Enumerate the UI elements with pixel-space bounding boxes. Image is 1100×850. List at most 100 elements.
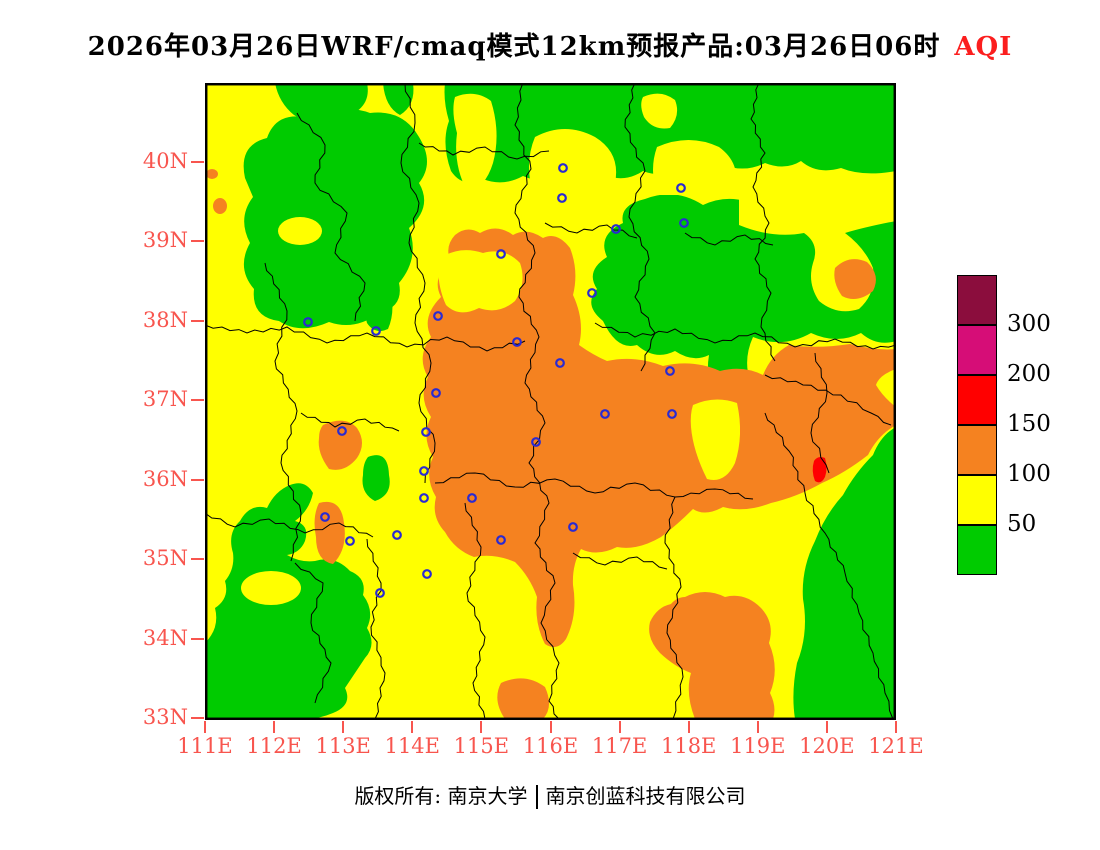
copyright-left: 版权所有: 南京大学 xyxy=(354,784,528,808)
province-boundaries xyxy=(205,83,896,720)
boundary-line-20 xyxy=(572,552,668,570)
lon-tick-119E xyxy=(756,721,759,733)
lon-tick-118E xyxy=(687,721,690,733)
lon-tick-114E xyxy=(411,721,414,733)
city-marker-9 xyxy=(676,183,686,193)
boundary-line-5 xyxy=(624,83,656,372)
lon-tick-120E xyxy=(825,721,828,733)
colorbar-segment-5 xyxy=(957,525,997,575)
lon-label-119E: 119E xyxy=(730,734,786,758)
lat-label-36N: 36N xyxy=(142,466,188,491)
lon-tick-113E xyxy=(342,721,345,733)
lat-label-39N: 39N xyxy=(142,228,188,253)
colorbar-segment-1 xyxy=(957,325,997,375)
lat-label-35N: 35N xyxy=(142,546,188,571)
colorbar-segment-0 xyxy=(957,275,997,325)
lat-tick-38N xyxy=(191,319,204,322)
boundary-line-13 xyxy=(764,412,894,720)
lon-label-116E: 116E xyxy=(522,734,579,758)
city-marker-1 xyxy=(371,326,381,336)
city-marker-26 xyxy=(600,409,610,419)
title-variable-aqi: AQI xyxy=(954,32,1013,62)
city-marker-28 xyxy=(568,522,578,532)
copyright-footer: 版权所有: 南京大学 南京创蓝科技有限公司 xyxy=(0,780,1100,809)
city-marker-3 xyxy=(433,311,443,321)
page-title: 2026年03月26日WRF/cmaq模式12km预报产品:03月26日06时 A… xyxy=(0,26,1100,63)
city-marker-12 xyxy=(555,358,565,368)
city-markers xyxy=(303,163,689,598)
map-frame xyxy=(205,83,896,720)
lon-label-118E: 118E xyxy=(660,734,717,758)
boundary-line-8 xyxy=(434,472,754,500)
colorbar-segment-2 xyxy=(957,375,997,425)
city-marker-10 xyxy=(679,218,689,228)
lon-label-121E: 121E xyxy=(868,734,924,758)
city-marker-25 xyxy=(375,588,385,598)
lon-label-120E: 120E xyxy=(799,734,855,758)
lon-label-112E: 112E xyxy=(246,734,302,758)
colorbar-segment-4 xyxy=(957,475,997,525)
boundary-line-16 xyxy=(544,222,638,239)
forecast-map xyxy=(205,83,896,720)
city-marker-18 xyxy=(419,493,429,503)
boundary-line-14 xyxy=(810,352,830,474)
lon-tick-115E xyxy=(480,721,483,733)
city-marker-27 xyxy=(667,409,677,419)
city-marker-24 xyxy=(422,569,432,579)
city-marker-6 xyxy=(557,193,567,203)
title-main: 2026年03月26日WRF/cmaq模式12km预报产品:03月26日06时 xyxy=(87,32,941,62)
aqi-moderate-intrusions xyxy=(241,93,896,605)
lat-tick-39N xyxy=(191,240,204,243)
city-marker-7 xyxy=(558,163,568,173)
boundary-line-7 xyxy=(594,322,896,350)
city-marker-13 xyxy=(665,366,675,376)
colorbar-label-300: 300 xyxy=(1007,311,1051,337)
city-marker-22 xyxy=(392,530,402,540)
boundary-line-6 xyxy=(750,83,776,362)
lon-tick-117E xyxy=(618,721,621,733)
lon-label-113E: 113E xyxy=(315,734,371,758)
lat-tick-34N xyxy=(191,637,204,640)
city-marker-2 xyxy=(496,249,506,259)
lon-label-115E: 115E xyxy=(453,734,510,758)
boundary-line-18 xyxy=(764,374,892,426)
city-marker-14 xyxy=(337,426,347,436)
city-marker-5 xyxy=(431,388,441,398)
city-marker-8 xyxy=(611,224,621,234)
boundary-line-17 xyxy=(684,232,774,246)
colorbar-label-200: 200 xyxy=(1007,361,1051,387)
city-marker-11 xyxy=(587,288,597,298)
city-marker-16 xyxy=(531,437,541,447)
lon-tick-111E xyxy=(204,721,206,733)
lat-tick-35N xyxy=(191,558,204,561)
colorbar-label-150: 150 xyxy=(1007,411,1051,437)
lon-label-117E: 117E xyxy=(591,734,648,758)
city-marker-21 xyxy=(345,536,355,546)
lat-label-37N: 37N xyxy=(142,387,188,412)
boundary-line-12 xyxy=(664,496,684,720)
lat-label-40N: 40N xyxy=(142,149,188,173)
copyright-right: 南京创蓝科技有限公司 xyxy=(545,784,746,808)
city-marker-0 xyxy=(303,317,313,327)
colorbar-legend: 300 200 150 100 50 xyxy=(957,275,1051,575)
lat-tick-33N xyxy=(191,717,204,719)
lat-tick-40N xyxy=(191,161,204,163)
lon-tick-116E xyxy=(549,721,552,733)
boundary-line-3 xyxy=(400,83,436,484)
boundary-line-1 xyxy=(205,324,526,352)
boundary-line-4 xyxy=(514,83,560,720)
lat-label-34N: 34N xyxy=(142,625,188,650)
city-marker-17 xyxy=(419,466,429,476)
boundary-line-9 xyxy=(205,512,374,538)
lat-label-38N: 38N xyxy=(142,307,188,332)
colorbar-label-100: 100 xyxy=(1007,461,1051,487)
divider-bar xyxy=(535,785,538,809)
lon-tick-112E xyxy=(273,721,276,733)
city-marker-20 xyxy=(320,512,330,522)
boundary-line-0 xyxy=(264,262,302,562)
lat-tick-37N xyxy=(191,399,204,402)
boundary-line-15 xyxy=(294,562,332,704)
lon-tick-121E xyxy=(895,721,897,733)
aqi-moderate-holes xyxy=(438,250,741,480)
boundary-line-21 xyxy=(418,142,550,160)
